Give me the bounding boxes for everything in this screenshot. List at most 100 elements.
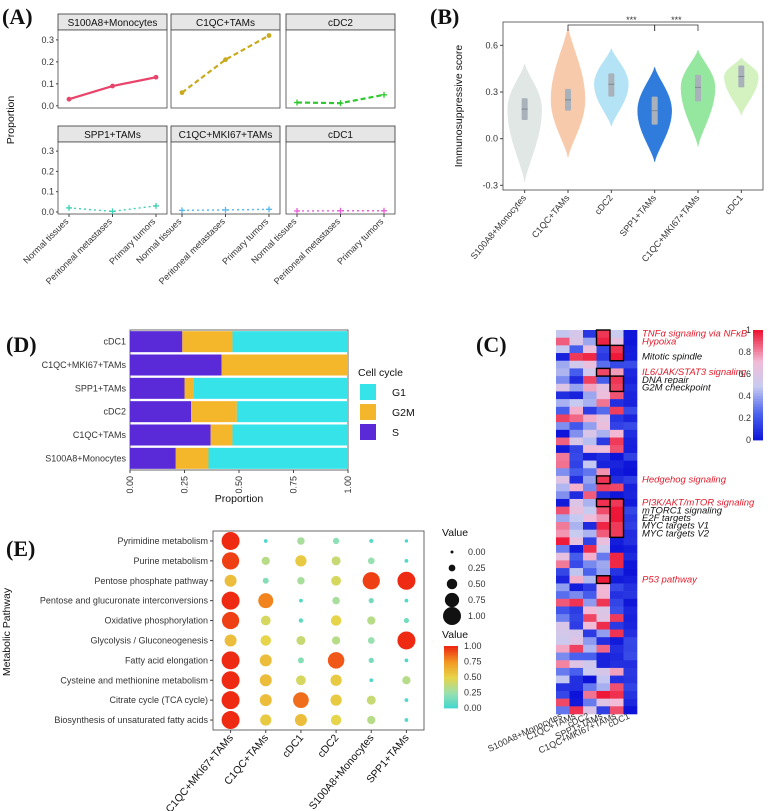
dot [295,555,307,567]
heatmap-cell [610,437,624,446]
heatmap-cell [596,560,611,569]
dot [331,636,341,645]
dot [297,577,305,585]
heatmap-cell [569,629,584,638]
dot [221,711,240,730]
heatmap-cell [556,545,570,554]
scale-gradient-step [753,332,763,336]
color-legend-step [444,681,458,684]
significance-stars: *** [671,15,682,25]
heatmap-cell [556,629,570,638]
bar-segment [232,424,348,446]
dot [369,538,374,544]
heatmap-cell [583,683,597,692]
dot [297,657,304,664]
heatmap-cell [583,552,597,561]
x-tick-label: 1.00 [343,476,353,494]
heatmap-cell [623,330,638,338]
heatmap-cell [556,667,570,676]
heatmap-cell [583,383,597,392]
column-label: cDC2 [315,732,341,760]
heatmap-cell [596,353,611,362]
heatmap-cell [623,591,638,600]
dot [221,691,240,710]
bar-segment [130,354,222,376]
bar-segment [232,331,348,353]
scale-gradient-step [753,382,763,386]
heatmap-cell [583,575,597,584]
heatmap-cell [610,621,624,630]
scale-gradient-step [753,338,763,342]
size-legend-dot [446,578,458,590]
heatmap-cell [610,414,624,423]
heatmap-cell [583,429,597,438]
dot [366,695,376,705]
heatmap-cell [556,652,570,661]
heatmap-cell [556,698,570,707]
data-point [179,90,185,96]
heatmap-cell [610,591,624,600]
heatmap-cell [596,652,611,661]
panel-b-violin-chart: -0.3 0.0 0.3 0.6 S100A8+Monocytes C1QC+TAMs cD… [453,15,764,264]
heatmap-cell [610,360,624,369]
heatmap-cell [623,460,638,469]
color-legend-step [444,693,458,696]
heatmap-cell [610,483,624,492]
heatmap-cell [556,522,570,530]
heatmap-cell [596,621,611,630]
scale-tick-label: 0 [746,435,751,445]
dot [369,678,374,683]
heatmap-cell [623,399,638,408]
color-legend-step [444,685,458,688]
x-tick-label: 0.75 [289,476,299,494]
heatmap-cell [596,460,611,469]
scale-tick-label: 0.4 [738,391,751,401]
pathway-label: TNFα signaling via NFκB [642,329,748,340]
column-label: C1QC+MKI67+TAMs [163,732,235,811]
dot [263,539,268,543]
heatmap-cell [623,552,638,561]
heatmap-cell [583,468,597,477]
heatmap-cell [610,629,624,638]
heatmap-cell [596,483,611,492]
legend-swatch [360,424,376,440]
dot [368,598,374,604]
color-legend-step [444,652,458,655]
x-tick-label: 0.25 [180,476,190,494]
pathway-label: G2M checkpoint [642,382,711,393]
heatmap-cell [596,376,611,385]
facet-title: C1QC+TAMs [196,18,255,29]
dot [260,714,272,726]
heatmap-cell [569,706,584,715]
bar-segment [182,331,233,353]
bar-segment [130,377,185,399]
heatmap-cell [623,675,638,684]
violin-box [608,73,615,97]
dot [330,694,342,706]
heatmap-cell [556,621,570,630]
color-legend-step [444,679,458,682]
heatmap-cell [610,422,624,431]
row-label: Pentose and glucuronate interconversions [40,596,209,606]
heatmap-cell [623,376,638,385]
heatmap-cell [596,330,611,338]
heatmap-cell [596,422,611,431]
heatmap-cell [623,491,638,500]
plot-area [212,530,425,731]
y-tick-label: S100A8+Monocytes [45,453,126,463]
heatmap-cell [569,575,584,584]
dot [298,618,304,623]
heatmap-cell [556,376,570,385]
dot [262,577,269,584]
heatmap-cell [623,698,638,707]
heatmap-cell [623,706,638,715]
legend-swatch [360,384,376,400]
pathway-label: IL6/JAK/STAT3 signaling [642,367,747,378]
heatmap-cell [569,506,584,515]
heatmap-cell [596,552,611,561]
heatmap-cell [569,652,584,661]
scale-gradient-step [753,346,763,350]
heatmap-cell [583,537,597,546]
heatmap-cell [623,383,638,392]
